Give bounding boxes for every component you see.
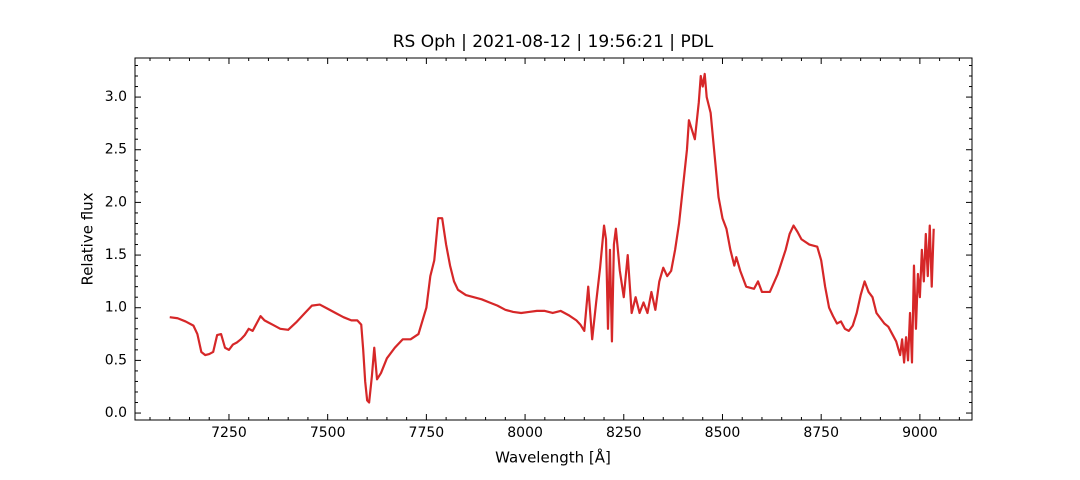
- spectrum-line: [169, 72, 935, 404]
- y-tick-label: 0.5: [105, 352, 127, 368]
- x-tick-label: 7750: [409, 425, 445, 441]
- y-tick-label: 1.5: [105, 247, 127, 263]
- y-tick-label: 3.0: [105, 89, 127, 105]
- y-tick-label: 0.0: [105, 405, 127, 421]
- chart-title: RS Oph | 2021-08-12 | 19:56:21 | PDL: [393, 32, 714, 52]
- y-tick-label: 1.0: [105, 300, 127, 316]
- x-tick-label: 7500: [310, 425, 346, 441]
- x-tick-label: 8500: [705, 425, 741, 441]
- x-tick-label: 8750: [803, 425, 839, 441]
- y-tick-label: 2.0: [105, 194, 127, 210]
- x-tick-label: 7250: [211, 425, 247, 441]
- x-axis-label: Wavelength [Å]: [495, 448, 611, 467]
- x-tick-label: 8000: [507, 425, 543, 441]
- y-tick-label: 2.5: [105, 142, 127, 158]
- x-tick-label: 8250: [606, 425, 642, 441]
- plot-frame: [134, 57, 973, 421]
- x-tick-label: 9000: [902, 425, 938, 441]
- y-axis-label: Relative flux: [79, 192, 97, 285]
